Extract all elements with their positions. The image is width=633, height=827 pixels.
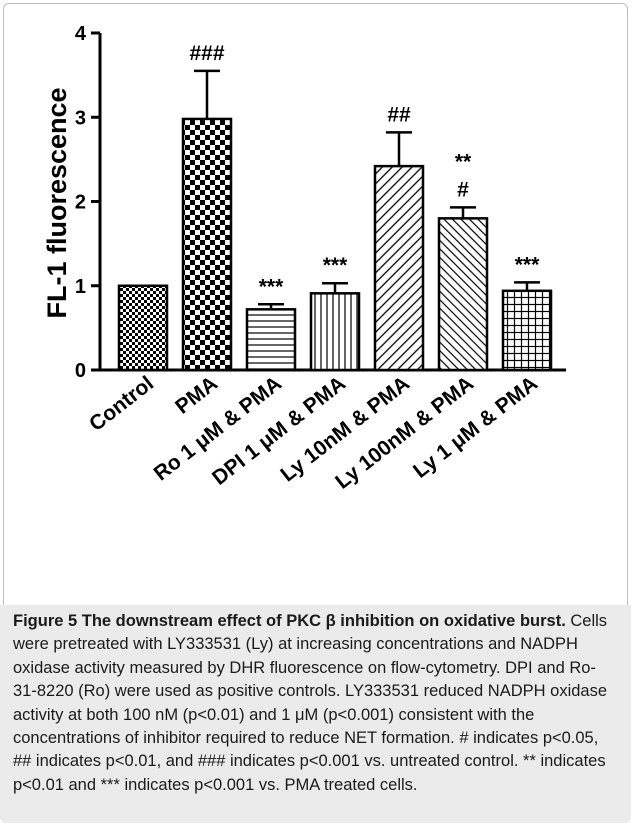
y-axis-ticks: 0 1 2 3 4 — [75, 23, 100, 382]
significance-labels: ### *** *** ## ** # *** — [189, 42, 540, 298]
significance-label: ### — [189, 42, 224, 65]
significance-label: *** — [323, 254, 348, 277]
category-label: Control — [85, 372, 158, 436]
significance-label: # — [457, 178, 469, 201]
bar-chart: FL-1 fluorescence 0 1 2 3 4 ### *** *** ## ** # **… — [42, 23, 566, 494]
bar — [373, 164, 425, 372]
significance-label: ## — [387, 103, 411, 126]
caption-background — [0, 605, 631, 823]
bar — [501, 289, 553, 372]
significance-label: *** — [259, 275, 284, 298]
category-label: PMA — [171, 372, 222, 419]
significance-label: ** — [455, 150, 472, 173]
caption-body: Cells were pretreated with LY333531 (Ly)… — [13, 612, 608, 794]
bar — [117, 284, 169, 372]
error-bars — [194, 69, 540, 310]
y-tick-label: 2 — [75, 192, 86, 214]
y-tick-label: 4 — [75, 23, 87, 45]
bar — [181, 117, 233, 372]
bar — [309, 292, 361, 372]
y-tick-label: 1 — [75, 276, 86, 298]
y-tick-label: 3 — [75, 107, 86, 129]
bar — [437, 217, 489, 372]
significance-label: *** — [515, 253, 540, 276]
y-axis-label: FL-1 fluorescence — [42, 87, 72, 318]
bar — [245, 308, 297, 372]
bars — [117, 117, 553, 372]
caption-title: Figure 5 The downstream effect of PKC β … — [13, 612, 566, 630]
figure-caption: Figure 5 The downstream effect of PKC β … — [13, 610, 618, 797]
y-tick-label: 0 — [75, 360, 86, 382]
